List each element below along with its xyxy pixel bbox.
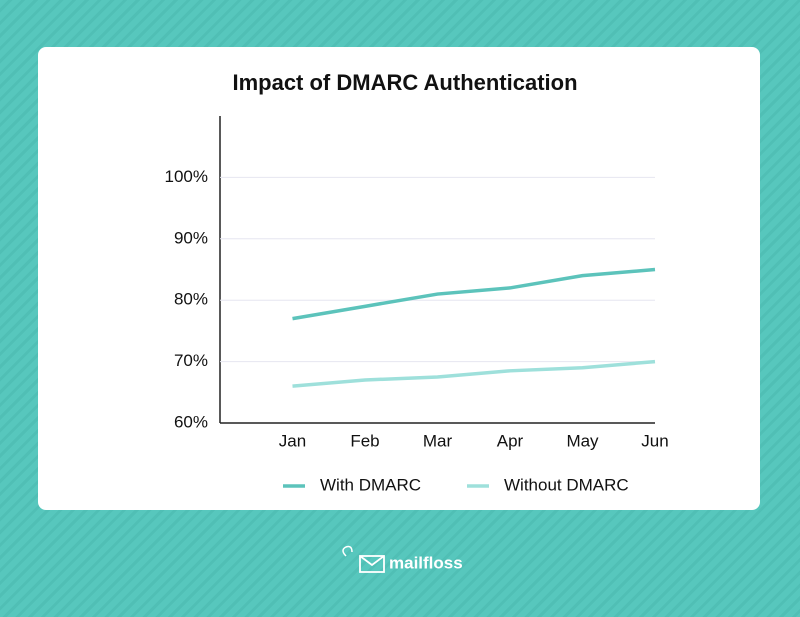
x-tick-label: Jun (641, 431, 668, 450)
legend-label: With DMARC (320, 475, 421, 494)
y-tick-label: 100% (165, 167, 208, 186)
x-tick-label: Mar (423, 431, 453, 450)
data-line (292, 359, 656, 388)
brand-name: mailfloss (389, 553, 463, 572)
y-tick-label: 90% (174, 228, 208, 247)
brand-logo: mailfloss (342, 545, 463, 573)
y-tick-label: 60% (174, 412, 208, 431)
data-line (292, 267, 656, 321)
x-tick-label: Feb (350, 431, 379, 450)
x-tick-label: Jan (279, 431, 306, 450)
y-tick-label: 70% (174, 351, 208, 370)
chart-card (38, 47, 760, 510)
chart-title: Impact of DMARC Authentication (232, 70, 577, 95)
x-tick-label: May (566, 431, 599, 450)
legend-label: Without DMARC (504, 475, 629, 494)
y-tick-label: 80% (174, 290, 208, 309)
x-tick-label: Apr (497, 431, 524, 450)
